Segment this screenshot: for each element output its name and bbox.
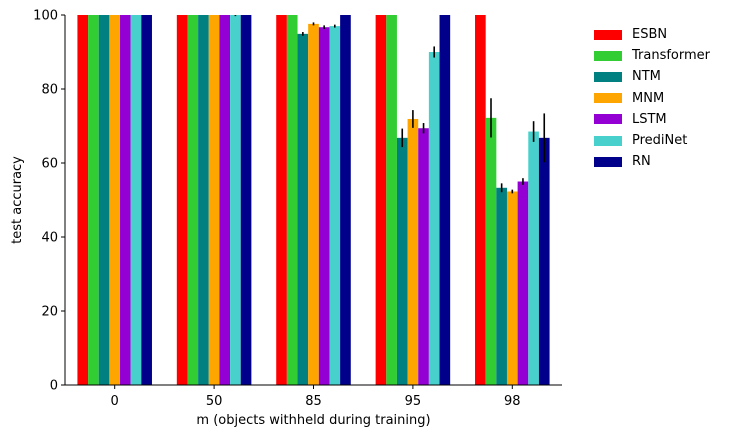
- bar-ntm-0: [98, 15, 110, 385]
- bar-esbn-50: [176, 15, 188, 385]
- y-tick-label-100: 100: [33, 9, 58, 24]
- bar-ntm-95: [396, 137, 408, 385]
- bar-predinet-0: [130, 15, 142, 385]
- y-axis-label: test accuracy: [10, 156, 25, 244]
- bar-lstm-98: [517, 181, 529, 385]
- x-tick-label-95: 95: [405, 394, 422, 409]
- bar-transformer-85: [286, 15, 298, 385]
- bar-rn-0: [141, 15, 152, 385]
- bar-predinet-95: [428, 52, 440, 385]
- legend-item-lstm: LSTM: [594, 109, 710, 130]
- legend-swatch-lstm: [594, 114, 622, 125]
- bar-rn-95: [439, 15, 451, 385]
- legend-label: ESBN: [632, 27, 668, 43]
- bar-mnm-98: [506, 191, 518, 385]
- y-tick-label-80: 80: [41, 83, 58, 98]
- bar-esbn-0: [77, 15, 89, 385]
- bar-ntm-50: [198, 15, 209, 385]
- bar-mnm-50: [208, 15, 220, 385]
- legend-label: MNM: [632, 90, 665, 106]
- bar-lstm-95: [418, 128, 429, 385]
- bar-lstm-0: [120, 15, 131, 385]
- bar-transformer-95: [386, 15, 397, 385]
- bar-esbn-95: [375, 15, 387, 385]
- bars-group: [77, 15, 550, 386]
- legend-swatch-esbn: [594, 29, 622, 40]
- legend-item-predinet: PrediNet: [594, 130, 710, 151]
- legend-label: PrediNet: [632, 133, 688, 149]
- legend-swatch-rn: [594, 156, 622, 167]
- bar-transformer-50: [187, 15, 199, 385]
- bar-lstm-85: [318, 27, 330, 386]
- bar-ntm-85: [297, 33, 309, 386]
- bar-lstm-50: [219, 15, 231, 385]
- bar-transformer-0: [88, 15, 99, 385]
- legend-swatch-predinet: [594, 135, 622, 146]
- bar-rn-85: [340, 15, 351, 385]
- bar-rn-98: [538, 137, 550, 385]
- legend-swatch-ntm: [594, 71, 622, 82]
- bar-predinet-85: [329, 26, 341, 385]
- legend-label: Transformer: [632, 48, 711, 64]
- x-tick-label-50: 50: [206, 394, 223, 409]
- legend-item-mnm: MNM: [594, 88, 710, 109]
- bar-ntm-98: [496, 187, 507, 385]
- x-tick-label-85: 85: [305, 394, 322, 409]
- error-bars-group: [234, 15, 546, 194]
- x-tick-label-98: 98: [504, 394, 521, 409]
- bar-mnm-95: [407, 118, 419, 385]
- legend-item-esbn: ESBN: [594, 24, 710, 45]
- x-tick-label-0: 0: [111, 394, 119, 409]
- bar-rn-50: [240, 15, 252, 385]
- bar-predinet-98: [528, 131, 539, 385]
- x-axis-ticks: 0 50 85 95 98: [111, 385, 521, 409]
- y-axis-ticks: 0 20 40 60 80 100: [33, 9, 65, 394]
- bar-esbn-85: [276, 15, 287, 385]
- bar-transformer-98: [485, 117, 497, 386]
- legend-label: LSTM: [632, 111, 667, 127]
- legend-swatch-transformer: [594, 50, 622, 61]
- bar-esbn-98: [475, 15, 486, 385]
- y-tick-label-0: 0: [50, 379, 58, 394]
- legend-item-ntm: NTM: [594, 66, 710, 87]
- y-tick-label-60: 60: [41, 157, 58, 172]
- bar-predinet-50: [230, 15, 241, 385]
- legend-label: NTM: [632, 69, 661, 85]
- x-axis-label: m (objects withheld during training): [196, 413, 430, 428]
- legend-item-transformer: Transformer: [594, 45, 710, 66]
- legend: ESBN Transformer NTM MNM LSTM PrediNet RN: [594, 24, 710, 172]
- bar-mnm-0: [109, 15, 121, 385]
- legend-label: RN: [632, 154, 651, 170]
- y-tick-label-40: 40: [41, 231, 58, 246]
- y-tick-label-20: 20: [41, 305, 58, 320]
- legend-swatch-mnm: [594, 93, 622, 104]
- bar-mnm-85: [308, 23, 319, 385]
- legend-item-rn: RN: [594, 151, 710, 172]
